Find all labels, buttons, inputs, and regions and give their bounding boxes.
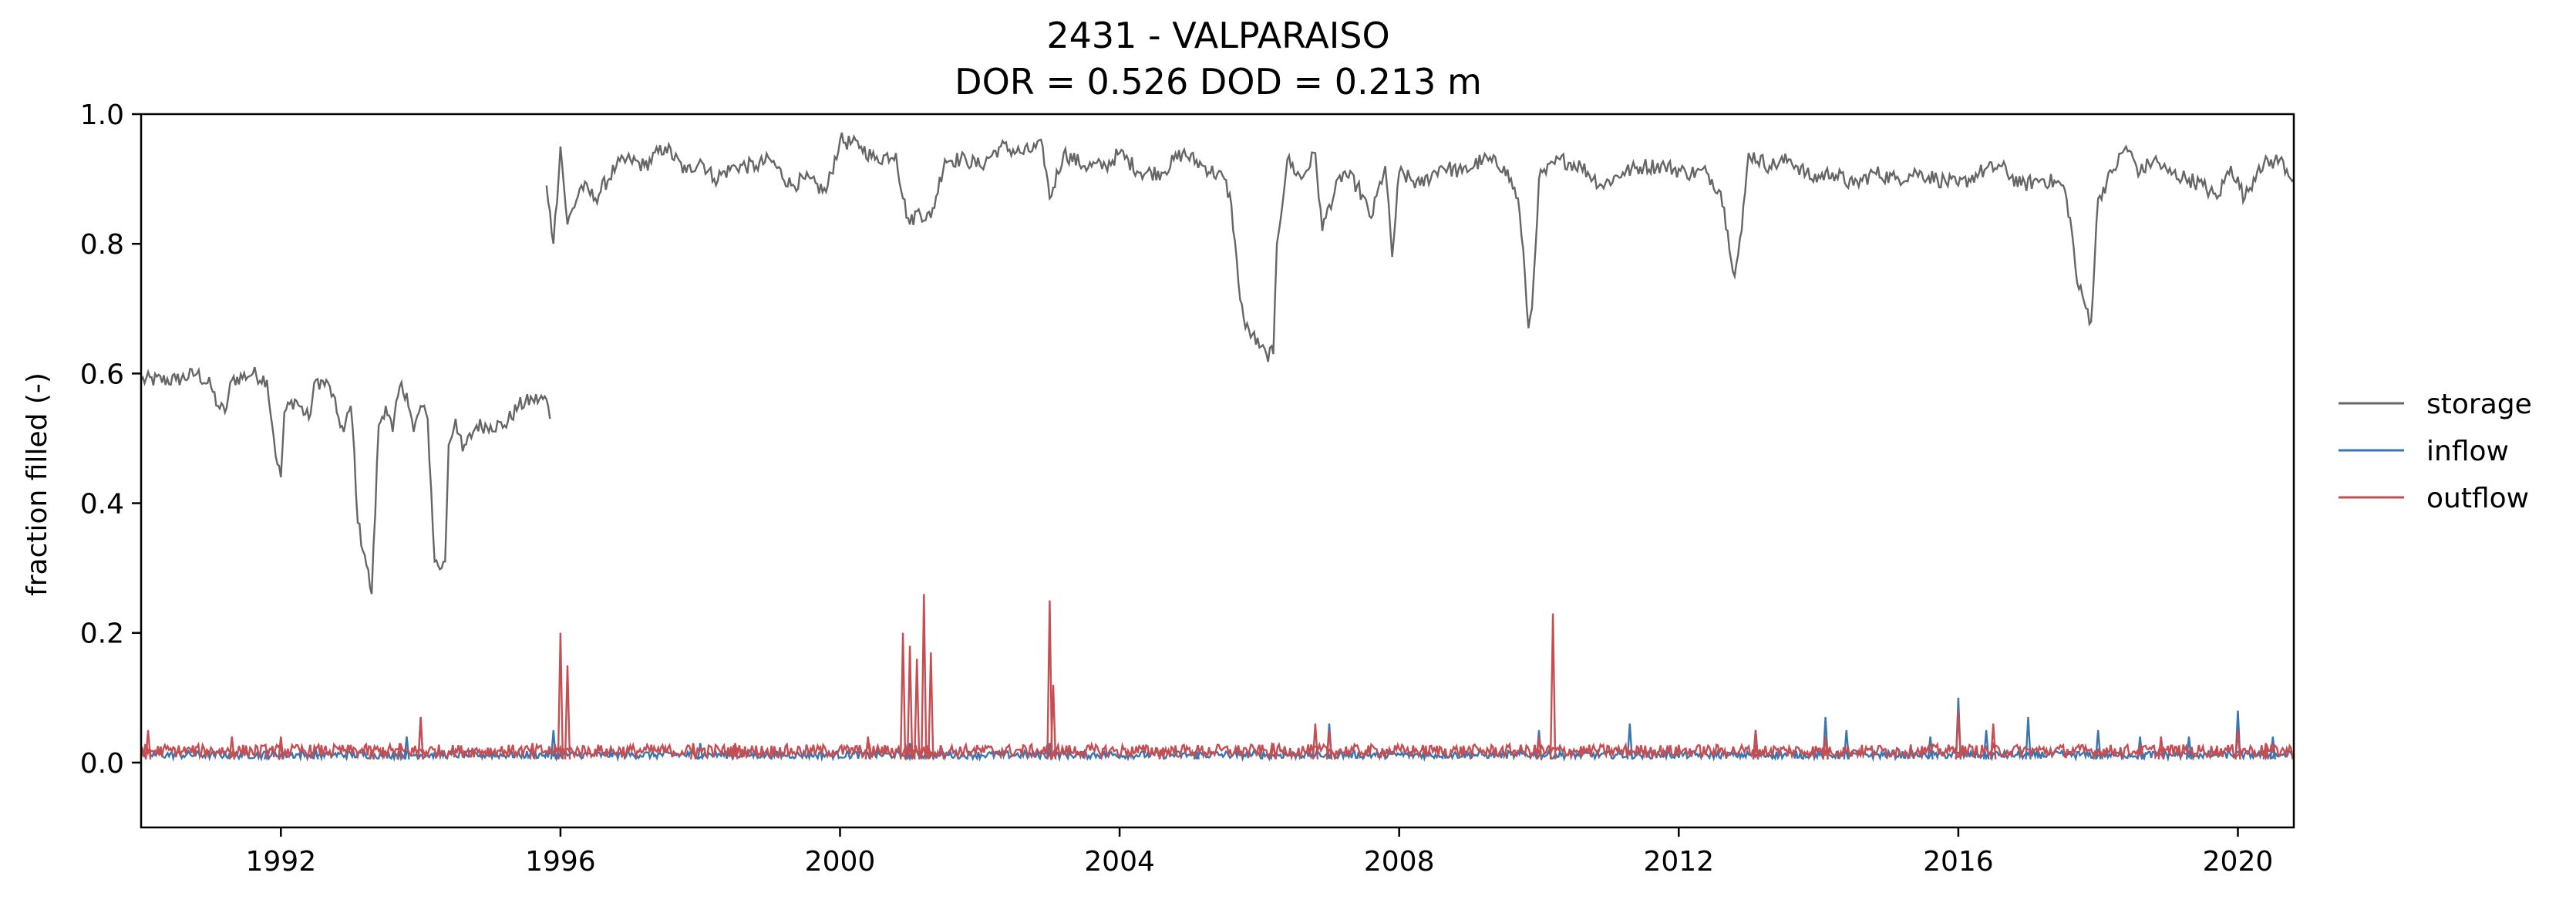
outflow-spike-7 xyxy=(529,743,536,760)
outflow-spike-3 xyxy=(278,736,285,760)
y-tick-label: 0.4 xyxy=(80,489,124,521)
y-axis-label: fraction filled (-) xyxy=(22,372,53,596)
outflow-spike-23 xyxy=(1325,729,1333,760)
outflow-spike-8 xyxy=(557,632,564,760)
y-tick-label: 0.0 xyxy=(80,748,124,780)
legend-label-outflow: outflow xyxy=(2426,483,2529,514)
outflow-spike-18 xyxy=(1046,600,1053,760)
outflow-spike-24 xyxy=(1535,736,1543,760)
y-tick-label: 0.6 xyxy=(80,359,124,390)
y-tick-label: 0.8 xyxy=(80,229,124,261)
outflow-spike-26 xyxy=(1752,729,1759,760)
legend-label-storage: storage xyxy=(2426,389,2532,420)
plot-area: 0.0 0.2 0.4 0.6 0.8 1.0 1992 1996 2000 2004 2008 20… xyxy=(80,99,2295,878)
x-tick-label: 1996 xyxy=(525,846,596,878)
legend: storage inflow outflow xyxy=(2339,389,2532,514)
outflow-spike-9 xyxy=(564,665,571,760)
outflow-spike-21 xyxy=(1270,743,1277,760)
outflow-spike-30 xyxy=(2157,736,2164,760)
legend-label-inflow: inflow xyxy=(2426,436,2509,467)
x-tick-label: 2020 xyxy=(2203,846,2274,878)
plot-frame xyxy=(140,113,2295,829)
outflow-spike-16 xyxy=(921,594,928,760)
outflow-spike-5 xyxy=(396,743,403,760)
y-tick-label: 1.0 xyxy=(80,99,124,131)
outflow-spike-25 xyxy=(1549,613,1557,760)
outflow-spike-22 xyxy=(1312,723,1319,760)
outflow-spike-1 xyxy=(144,729,152,760)
outflow-spike-6 xyxy=(417,716,424,760)
y-tick-label: 0.2 xyxy=(80,618,124,650)
x-tick-label: 2008 xyxy=(1364,846,1435,878)
outflow-spike-27 xyxy=(1822,736,1829,760)
outflow-line xyxy=(140,741,2295,761)
outflow-spike-11 xyxy=(732,743,739,760)
x-tick-label: 2016 xyxy=(1923,846,1994,878)
inflow-spike-24 xyxy=(2269,736,2276,760)
outflow-spike-17 xyxy=(928,652,934,760)
inflow-spike-19 xyxy=(2025,716,2032,760)
outflow-spike-14 xyxy=(906,645,914,760)
outflow-spike-13 xyxy=(899,632,907,760)
outflow-spike-2 xyxy=(228,736,235,760)
outflow-spike-19 xyxy=(1049,684,1057,760)
outflow-spike-32 xyxy=(2262,743,2269,760)
outflow-spike-20 xyxy=(1158,749,1165,760)
outflow-spike-4 xyxy=(368,749,375,760)
inflow-spike-20 xyxy=(2095,729,2102,760)
outflow-spike-12 xyxy=(864,736,871,760)
outflow-spike-31 xyxy=(2234,729,2241,760)
x-tick-label: 1992 xyxy=(245,846,316,878)
outflow-spike-28 xyxy=(1955,710,1962,760)
outflow-spike-10 xyxy=(689,743,697,760)
storage-line-segment-2 xyxy=(545,132,2295,362)
storage-line-segment-1 xyxy=(140,366,551,595)
x-tick-label: 2012 xyxy=(1643,846,1714,878)
chart-subtitle: DOR = 0.526 DOD = 0.213 m xyxy=(955,61,1482,103)
chart-title: 2431 - VALPARAISO xyxy=(1046,15,1389,56)
x-tick-label: 2004 xyxy=(1084,846,1155,878)
x-tick-label: 2000 xyxy=(805,846,876,878)
inflow-line xyxy=(140,747,2294,763)
outflow-spike-15 xyxy=(914,659,921,760)
outflow-spike-29 xyxy=(1990,723,1997,760)
